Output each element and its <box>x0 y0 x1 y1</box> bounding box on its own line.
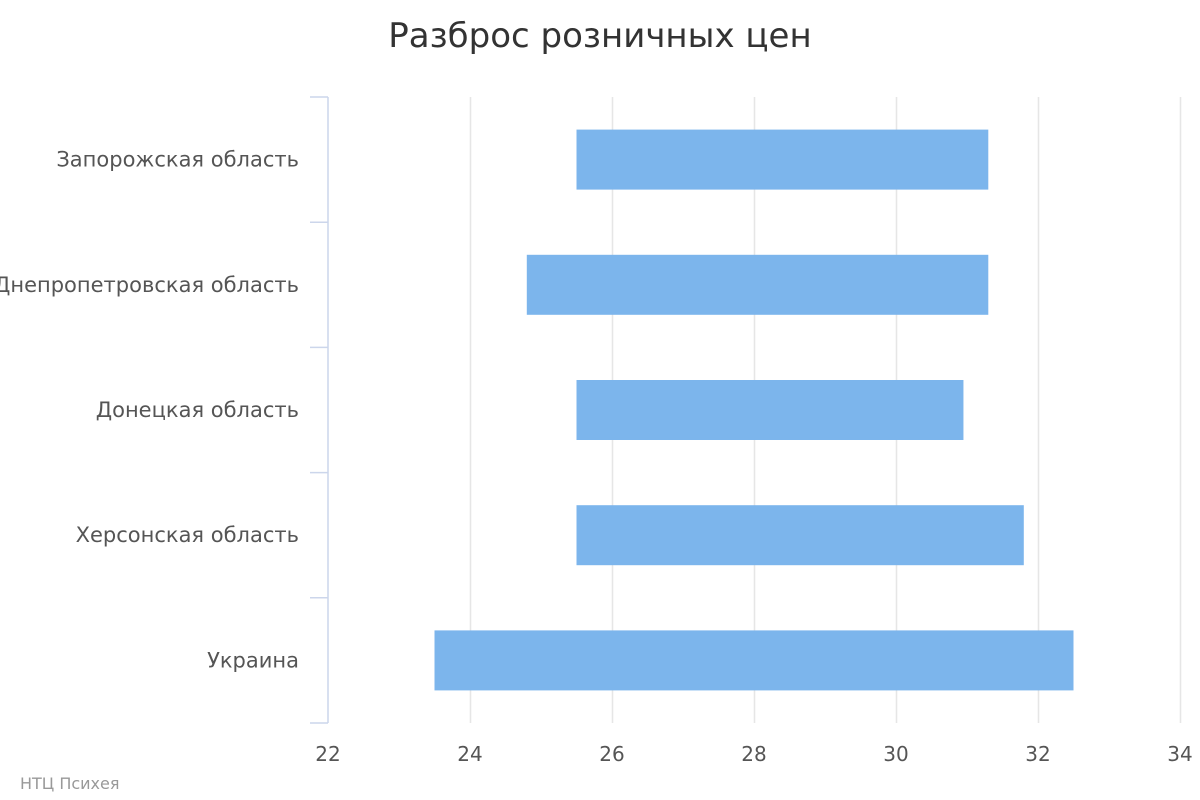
category-label: Запорожская область <box>56 148 299 172</box>
category-label: Украина <box>207 648 299 672</box>
category-label: Днепропетровская область <box>0 273 299 297</box>
category-label: Донецкая область <box>96 398 299 422</box>
category-labels: Запорожская область Днепропетровская обла… <box>0 148 299 673</box>
x-tick-label: 24 <box>457 742 482 766</box>
range-bar[interactable] <box>576 129 989 190</box>
range-bar[interactable] <box>576 380 964 440</box>
category-axis <box>310 96 329 724</box>
category-label: Херсонская область <box>76 523 299 547</box>
chart-title: Разброс розничных цен <box>388 16 811 56</box>
x-tick-label: 22 <box>315 742 340 766</box>
x-tick-label: 30 <box>883 742 908 766</box>
x-tick-label: 28 <box>741 742 766 766</box>
range-bar[interactable] <box>434 630 1074 691</box>
x-axis-tick-labels: 22 24 26 28 30 32 34 <box>315 742 1192 766</box>
x-tick-label: 32 <box>1025 742 1050 766</box>
x-tick-label: 34 <box>1167 742 1192 766</box>
x-tick-label: 26 <box>599 742 624 766</box>
range-bar[interactable] <box>526 254 989 315</box>
range-bar[interactable] <box>576 505 1024 566</box>
bars <box>434 129 1074 691</box>
credit-text: НТЦ Психея <box>20 774 119 793</box>
